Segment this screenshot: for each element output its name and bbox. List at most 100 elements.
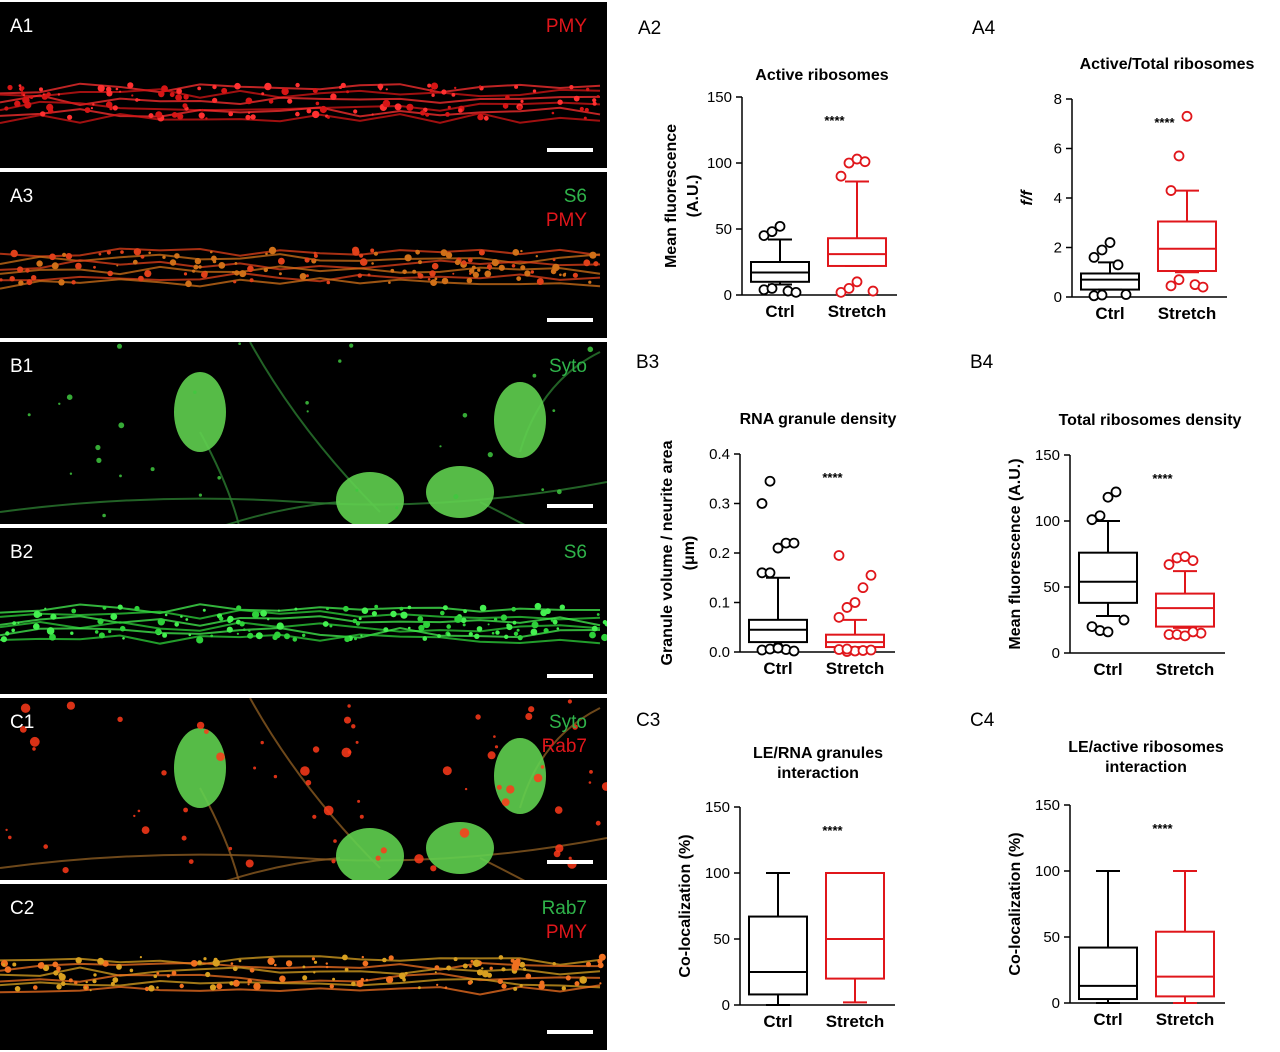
significance-marker: **** <box>824 113 845 128</box>
micrograph-a1: A1 PMY <box>0 2 607 168</box>
scale-bar <box>547 148 593 152</box>
y-tick-label: 50 <box>1043 929 1060 946</box>
stretch-box <box>827 237 887 267</box>
micrograph-c1: C1 Syto Rab7 <box>0 698 607 880</box>
stretch-outlier <box>841 643 853 655</box>
micrograph-image <box>0 602 607 645</box>
chart-title: interaction <box>1105 759 1187 776</box>
scale-bar <box>547 674 593 678</box>
micrograph-image <box>0 246 601 290</box>
y-tick-label: 0 <box>1052 645 1060 662</box>
channel-label: Rab7 <box>541 736 587 757</box>
chart-title: interaction <box>777 765 859 782</box>
scale-bar <box>547 1030 593 1034</box>
panel-label: A3 <box>10 186 34 207</box>
y-tick-label: 50 <box>713 931 730 948</box>
micrograph-image <box>0 342 607 524</box>
y-tick-label: 8 <box>1054 91 1062 108</box>
ctrl-outlier <box>764 475 776 487</box>
ctrl-outlier <box>1096 289 1108 301</box>
ctrl-outlier <box>1104 237 1116 248</box>
stretch-box <box>1157 220 1217 273</box>
y-axis-label: Mean fluorescence <box>663 124 680 268</box>
stretch-outlier <box>841 602 853 613</box>
micrograph-c2: C2 Rab7 PMY <box>0 884 607 1050</box>
stretch-outlier <box>1173 274 1185 286</box>
stretch-outlier <box>1165 185 1177 196</box>
stretch-outlier <box>1165 280 1177 292</box>
scale-bar <box>547 860 593 864</box>
y-tick-label: 0 <box>1052 995 1060 1012</box>
stretch-outlier <box>1163 559 1175 570</box>
x-tick-label: Ctrl <box>1093 1010 1122 1029</box>
ctrl-outlier <box>766 226 778 238</box>
y-axis-label: Mean fluorescence (A.U.) <box>1007 458 1024 649</box>
ctrl-box <box>1078 551 1138 604</box>
channel-label: S6 <box>563 542 587 563</box>
panel-label-c3: C3 <box>636 710 660 731</box>
stretch-outlier <box>1187 626 1199 638</box>
y-tick-label: 6 <box>1054 141 1062 158</box>
x-tick-label: Stretch <box>828 302 887 321</box>
stretch-outlier <box>865 569 877 581</box>
chart-title: LE/RNA granules <box>753 745 883 762</box>
y-axis-label: Co-localization (%) <box>1007 832 1024 975</box>
y-axis-label: (A.U.) <box>685 175 702 218</box>
chart-title: Active/Total ribosomes <box>1080 56 1255 73</box>
x-tick-label: Stretch <box>1156 660 1215 679</box>
stretch-outlier <box>865 644 877 656</box>
y-tick-label: 0 <box>722 997 730 1014</box>
channel-label: Syto <box>548 712 587 733</box>
significance-marker: **** <box>1152 471 1173 486</box>
ctrl-box <box>748 618 808 644</box>
ctrl-outlier <box>1112 259 1124 271</box>
channel-label: PMY <box>545 210 587 231</box>
channel-label: PMY <box>545 16 587 37</box>
panel-label: A1 <box>10 16 34 37</box>
y-tick-label: 150 <box>705 799 730 816</box>
micrograph-image <box>0 698 607 880</box>
stretch-box <box>1155 592 1215 628</box>
y-tick-label: 100 <box>707 155 732 172</box>
ctrl-outlier <box>772 542 784 554</box>
channel-label: PMY <box>545 922 587 943</box>
stretch-outlier <box>857 582 869 594</box>
ctrl-outlier <box>764 567 776 579</box>
stretch-outlier <box>833 611 845 623</box>
stretch-box <box>1155 930 1215 998</box>
stretch-outlier <box>1173 150 1185 162</box>
stretch-box <box>825 633 885 649</box>
panel-label: B1 <box>10 356 34 377</box>
stretch-outlier <box>1181 110 1193 122</box>
x-tick-label: Ctrl <box>1093 660 1122 679</box>
chart-title: LE/active ribosomes <box>1068 739 1224 756</box>
y-tick-label: 0.1 <box>709 595 730 612</box>
y-tick-label: 50 <box>1043 579 1060 596</box>
stretch-outlier <box>1187 555 1199 566</box>
ctrl-outlier <box>1118 614 1130 626</box>
stretch-outlier <box>849 597 861 608</box>
x-tick-label: Ctrl <box>765 302 794 321</box>
x-tick-label: Stretch <box>826 1012 885 1031</box>
y-tick-label: 0.4 <box>709 446 730 463</box>
panel-label-c4: C4 <box>970 710 995 731</box>
ctrl-outlier <box>772 642 784 654</box>
y-axis-label: f/f <box>1019 189 1036 206</box>
ctrl-outlier <box>774 220 786 232</box>
ctrl-outlier <box>1102 491 1114 503</box>
x-tick-label: Stretch <box>1158 304 1217 323</box>
stretch-outlier <box>1197 281 1209 293</box>
y-tick-label: 150 <box>707 89 732 106</box>
stretch-box <box>825 872 885 980</box>
significance-marker: **** <box>1152 821 1173 836</box>
chart-title: RNA granule density <box>740 411 897 428</box>
x-tick-label: Ctrl <box>763 1012 792 1031</box>
y-tick-label: 0 <box>724 287 732 304</box>
stretch-outlier <box>851 276 863 288</box>
channel-label: Syto <box>548 356 587 377</box>
micrograph-image <box>0 953 606 996</box>
y-tick-label: 0.2 <box>709 545 730 562</box>
y-tick-label: 0 <box>1054 289 1062 306</box>
y-tick-label: 50 <box>715 221 732 238</box>
